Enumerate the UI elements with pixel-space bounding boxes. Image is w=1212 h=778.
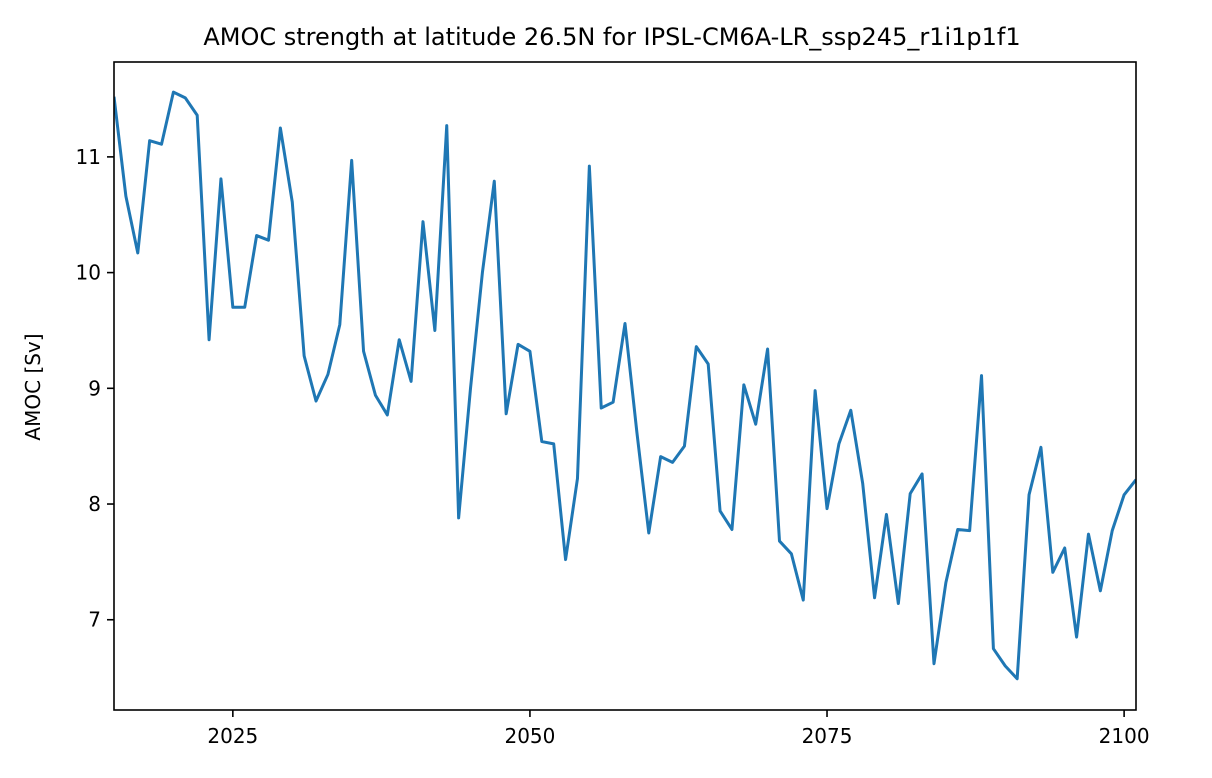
y-tick-label: 7 — [88, 608, 101, 632]
y-axis-label: AMOC [Sv] — [21, 333, 45, 440]
plot-area: 2025 2050 2075 2100 7 8 9 10 11 — [76, 61, 1150, 748]
x-tick-label: 2025 — [207, 724, 258, 748]
y-tick-label: 9 — [88, 376, 101, 400]
y-tick-label: 8 — [88, 492, 101, 516]
series-line-0 — [114, 90, 1136, 681]
x-tick-label: 2075 — [802, 724, 853, 748]
y-tick-label: 10 — [76, 261, 101, 285]
axes-frame — [113, 61, 1137, 711]
chart-title: AMOC strength at latitude 26.5N for IPSL… — [203, 23, 1020, 51]
y-tick-label: 11 — [76, 145, 101, 169]
x-tick-label: 2100 — [1099, 724, 1150, 748]
x-tick-label: 2050 — [504, 724, 555, 748]
